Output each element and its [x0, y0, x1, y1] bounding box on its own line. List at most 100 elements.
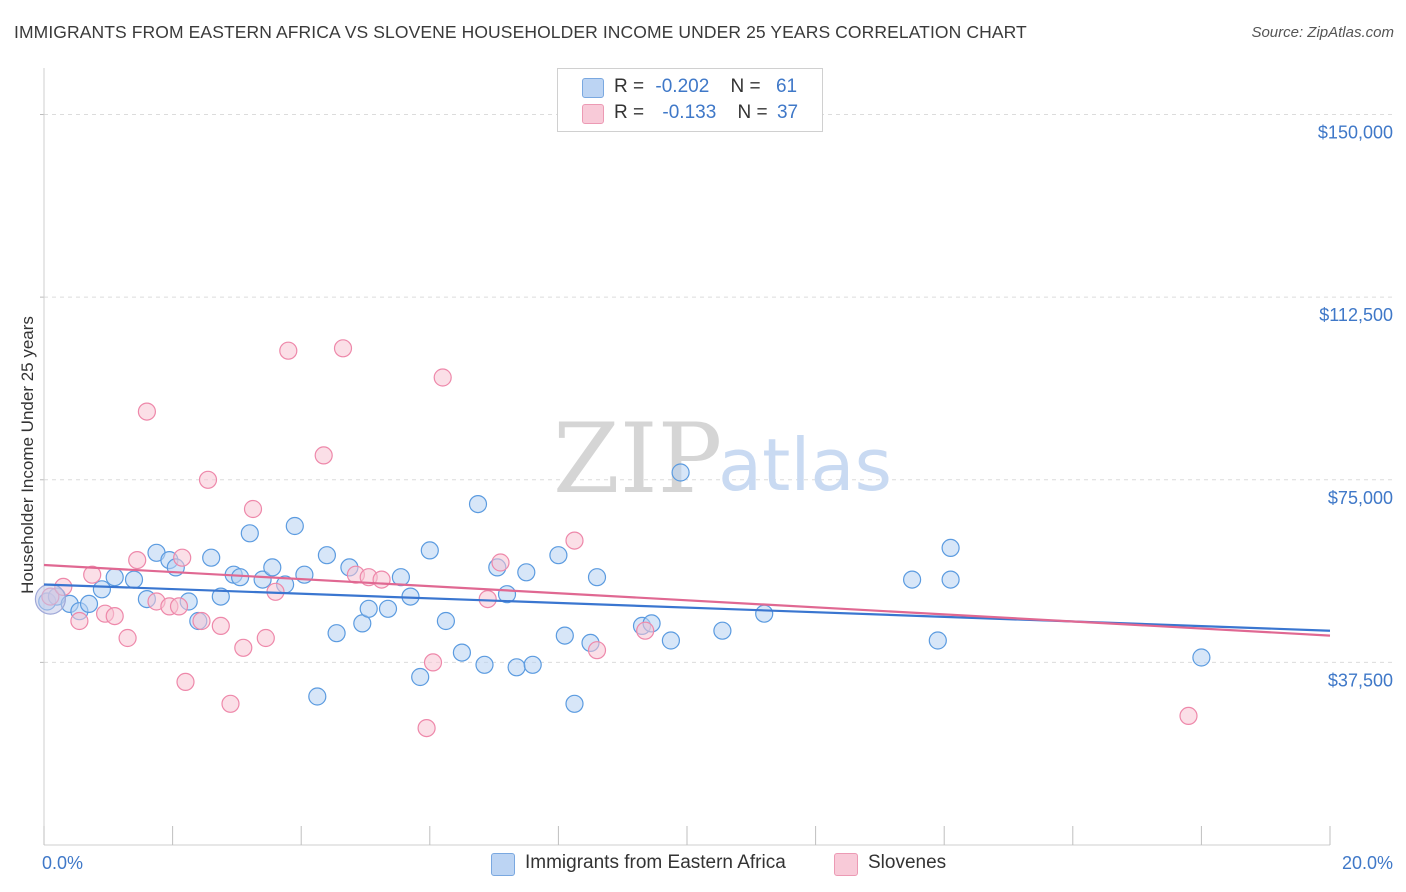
- point-eastern-africa: [317, 546, 336, 565]
- point-slovene: [70, 611, 89, 631]
- point-eastern-africa: [1192, 648, 1211, 667]
- watermark-zip: ZIP: [553, 403, 722, 515]
- point-slovene: [433, 368, 452, 387]
- point-slovene: [279, 341, 298, 360]
- point-slovene: [423, 653, 443, 672]
- trend-lines: [43, 563, 1331, 637]
- point-eastern-africa: [202, 548, 221, 567]
- source-credit: Source: ZipAtlas.com: [1251, 24, 1394, 41]
- point-slovene: [478, 589, 497, 609]
- point-eastern-africa: [211, 587, 230, 606]
- point-eastern-africa: [378, 599, 398, 618]
- point-slovene: [198, 470, 218, 489]
- trend-line-slovenes: [43, 563, 1331, 637]
- point-slovene: [256, 628, 275, 648]
- point-eastern-africa: [411, 667, 430, 687]
- point-slovene: [83, 565, 102, 584]
- point-slovene: [192, 611, 211, 631]
- point-slovene: [333, 339, 353, 358]
- point-eastern-africa: [661, 631, 681, 650]
- point-eastern-africa: [507, 658, 526, 677]
- point-eastern-africa: [928, 631, 947, 650]
- point-eastern-africa: [263, 558, 282, 577]
- point-slovene: [173, 548, 192, 567]
- x-tick-label-min: 0.0%: [42, 853, 83, 873]
- point-slovene: [372, 570, 391, 589]
- point-slovene: [1179, 706, 1198, 726]
- point-slovene: [314, 446, 333, 465]
- grid-lines: [44, 114, 1392, 663]
- point-eastern-africa: [517, 563, 536, 582]
- legend-n-value: 61: [775, 76, 798, 97]
- legend-r-label: R =: [614, 76, 645, 97]
- point-slovene: [417, 718, 436, 738]
- legend-n-label: N =: [730, 76, 761, 97]
- point-eastern-africa: [92, 580, 112, 599]
- point-eastern-africa: [452, 643, 471, 662]
- axes: [40, 68, 1331, 846]
- correlation-legend: R = -0.202 N = 61 R = -0.133 N = 37: [557, 68, 823, 132]
- point-slovene: [128, 550, 147, 570]
- point-slovene: [491, 553, 510, 572]
- point-eastern-africa: [359, 599, 378, 618]
- bottom-legend-swatch-pink: [834, 853, 858, 876]
- point-slovene: [211, 616, 230, 636]
- point-eastern-africa: [285, 516, 304, 536]
- point-eastern-africa: [941, 570, 960, 589]
- bottom-legend-swatch-blue: [491, 853, 515, 876]
- watermark: ZIP atlas: [553, 403, 892, 515]
- legend-r-label: R =: [614, 102, 645, 123]
- axis-labels: Householder Income Under 25 years 0.0% 2…: [18, 123, 1393, 873]
- point-cluster-origin: [34, 583, 67, 615]
- point-slovene: [221, 694, 240, 713]
- point-eastern-africa: [420, 541, 439, 560]
- point-eastern-africa: [391, 568, 410, 587]
- point-eastern-africa: [79, 594, 99, 614]
- point-eastern-africa: [587, 568, 607, 587]
- y-tick-label: $75,000: [1328, 488, 1393, 508]
- point-eastern-africa: [105, 568, 124, 587]
- point-slovene: [234, 638, 253, 657]
- point-eastern-africa: [327, 624, 346, 643]
- y-tick-label: $37,500: [1328, 670, 1393, 690]
- point-eastern-africa: [231, 568, 250, 587]
- point-slovene: [105, 606, 124, 626]
- legend-n-label: N =: [737, 102, 768, 123]
- point-slovene: [176, 672, 195, 692]
- point-eastern-africa: [902, 570, 922, 589]
- point-eastern-africa: [713, 621, 732, 640]
- watermark-atlas: atlas: [718, 423, 892, 507]
- legend-r-value: -0.133: [662, 102, 717, 123]
- x-tick-label-max: 20.0%: [1342, 853, 1393, 873]
- point-slovene: [137, 402, 156, 421]
- point-eastern-africa: [523, 655, 542, 674]
- point-slovene: [169, 597, 189, 616]
- point-slovene: [587, 641, 607, 660]
- point-eastern-africa: [475, 655, 494, 674]
- point-eastern-africa: [755, 604, 774, 623]
- trend-line-eastern-africa: [43, 583, 1331, 632]
- legend-swatch-pink: [582, 104, 604, 124]
- point-eastern-africa: [468, 495, 488, 514]
- point-eastern-africa: [253, 570, 272, 589]
- point-eastern-africa: [436, 611, 455, 631]
- point-eastern-africa: [671, 463, 690, 482]
- point-slovene: [118, 628, 137, 648]
- legend-n-value: 37: [776, 102, 799, 123]
- y-axis-label: Householder Income Under 25 years: [18, 316, 37, 594]
- data-points: [34, 339, 1211, 738]
- bottom-legend-label: Slovenes: [868, 852, 947, 873]
- point-slovene: [636, 621, 655, 640]
- point-eastern-africa: [308, 687, 327, 706]
- point-slovene: [565, 531, 584, 550]
- bottom-legend-label: Immigrants from Eastern Africa: [525, 852, 786, 873]
- legend-r-value: -0.202: [655, 76, 710, 97]
- point-eastern-africa: [240, 524, 259, 543]
- legend-swatch-blue: [582, 78, 604, 98]
- point-eastern-africa: [124, 570, 144, 589]
- chart-title: IMMIGRANTS FROM EASTERN AFRICA VS SLOVEN…: [14, 22, 1027, 42]
- y-tick-label: $112,500: [1319, 305, 1393, 325]
- point-eastern-africa: [565, 694, 584, 713]
- point-eastern-africa: [555, 626, 574, 645]
